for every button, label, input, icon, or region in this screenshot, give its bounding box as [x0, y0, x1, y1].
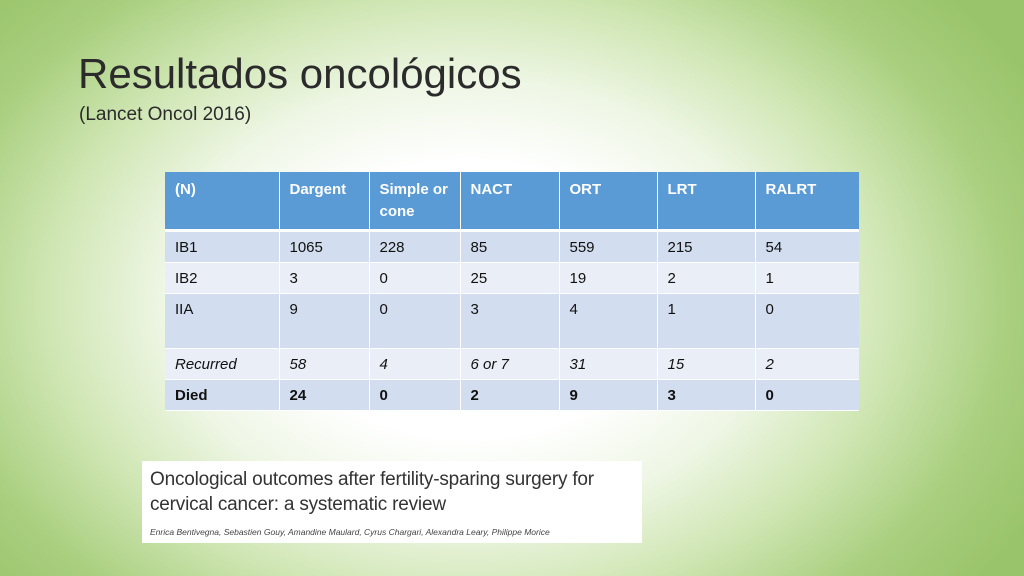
table-cell: 85	[460, 230, 560, 263]
table-cell: 2	[460, 379, 560, 411]
results-table: (N) Dargent Simple or cone NACT ORT LRT …	[165, 172, 859, 411]
table-cell: 1	[657, 293, 756, 349]
table-cell: 58	[279, 348, 370, 380]
paper-title: Oncological outcomes after fertility-spa…	[150, 469, 594, 515]
table-cell: 19	[559, 262, 658, 294]
paper-citation-card: Oncological outcomes after fertility-spa…	[142, 461, 642, 543]
table-cell: 3	[279, 262, 370, 294]
header-dargent: Dargent	[279, 172, 370, 232]
table-row: Recurred 58 4 6 or 7 31 15 2	[165, 348, 859, 380]
table-cell: 0	[755, 379, 859, 411]
table-cell: 0	[369, 293, 461, 349]
slide-subtitle: (Lancet Oncol 2016)	[79, 104, 252, 125]
table-cell: 1065	[279, 230, 370, 263]
table-cell: 4	[559, 293, 658, 349]
table-cell: 24	[279, 379, 370, 411]
table-cell: 4	[369, 348, 461, 380]
row-label: IB2	[165, 262, 280, 294]
table-cell: 15	[657, 348, 756, 380]
table-cell: 9	[279, 293, 370, 349]
table-cell: 2	[755, 348, 859, 380]
table-cell: 0	[369, 379, 461, 411]
header-simple-or-cone: Simple or cone	[369, 172, 461, 232]
table-cell: 0	[369, 262, 461, 294]
row-label: Recurred	[165, 348, 280, 380]
table-cell: 215	[657, 230, 756, 263]
table-cell: 31	[559, 348, 658, 380]
table-row: IB1 1065 228 85 559 215 54	[165, 230, 859, 263]
table-cell: 3	[460, 293, 560, 349]
table-cell: 559	[559, 230, 658, 263]
table-header-row: (N) Dargent Simple or cone NACT ORT LRT …	[165, 172, 859, 232]
slide-title: Resultados oncológicos	[78, 50, 522, 97]
table-cell: 9	[559, 379, 658, 411]
row-label: IIA	[165, 293, 280, 349]
table-cell: 1	[755, 262, 859, 294]
row-label: Died	[165, 379, 280, 411]
table-cell: 2	[657, 262, 756, 294]
header-lrt: LRT	[657, 172, 756, 232]
row-label: IB1	[165, 230, 280, 263]
table-row: IB2 3 0 25 19 2 1	[165, 262, 859, 294]
header-ort: ORT	[559, 172, 658, 232]
table-cell: 54	[755, 230, 859, 263]
table-row: IIA 9 0 3 4 1 0	[165, 293, 859, 349]
table-row: Died 24 0 2 9 3 0	[165, 379, 859, 411]
paper-authors: Enrica Bentivegna, Sebastien Gouy, Amand…	[150, 527, 550, 537]
header-nact: NACT	[460, 172, 560, 232]
table-cell: 6 or 7	[460, 348, 560, 380]
header-n: (N)	[165, 172, 280, 232]
header-ralrt: RALRT	[755, 172, 859, 232]
table-cell: 228	[369, 230, 461, 263]
table-cell: 0	[755, 293, 859, 349]
table-cell: 3	[657, 379, 756, 411]
table-cell: 25	[460, 262, 560, 294]
